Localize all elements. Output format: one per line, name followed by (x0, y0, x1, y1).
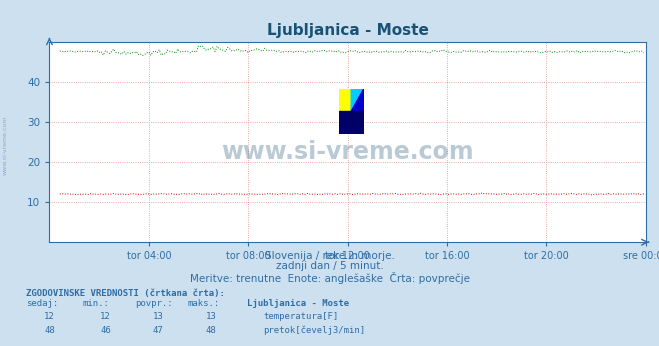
Text: 48: 48 (44, 326, 55, 335)
Bar (339, 111, 364, 134)
Text: www.si-vreme.com: www.si-vreme.com (3, 116, 8, 175)
Text: Meritve: trenutne  Enote: anglešaške  Črta: povprečje: Meritve: trenutne Enote: anglešaške Črta… (190, 272, 469, 284)
Text: 47: 47 (153, 326, 163, 335)
Text: min.:: min.: (82, 299, 109, 308)
Text: www.si-vreme.com: www.si-vreme.com (221, 140, 474, 164)
Text: sedaj:: sedaj: (26, 299, 59, 308)
Text: Slovenija / reke in morje.: Slovenija / reke in morje. (264, 251, 395, 261)
Text: maks.:: maks.: (188, 299, 220, 308)
Text: 12: 12 (100, 312, 111, 321)
Polygon shape (351, 89, 364, 111)
Text: Ljubljanica - Moste: Ljubljanica - Moste (247, 299, 349, 308)
Bar (339, 89, 351, 111)
Text: 46: 46 (100, 326, 111, 335)
Text: 48: 48 (206, 326, 216, 335)
Text: povpr.:: povpr.: (135, 299, 173, 308)
Text: 12: 12 (44, 312, 55, 321)
Title: Ljubljanica - Moste: Ljubljanica - Moste (267, 22, 428, 38)
Text: 13: 13 (206, 312, 216, 321)
Text: ZGODOVINSKE VREDNOSTI (črtkana črta):: ZGODOVINSKE VREDNOSTI (črtkana črta): (26, 289, 225, 298)
Text: 13: 13 (153, 312, 163, 321)
Polygon shape (351, 89, 364, 111)
Text: zadnji dan / 5 minut.: zadnji dan / 5 minut. (275, 261, 384, 271)
Text: pretok[čevelj3/min]: pretok[čevelj3/min] (264, 326, 366, 335)
Text: temperatura[F]: temperatura[F] (264, 312, 339, 321)
